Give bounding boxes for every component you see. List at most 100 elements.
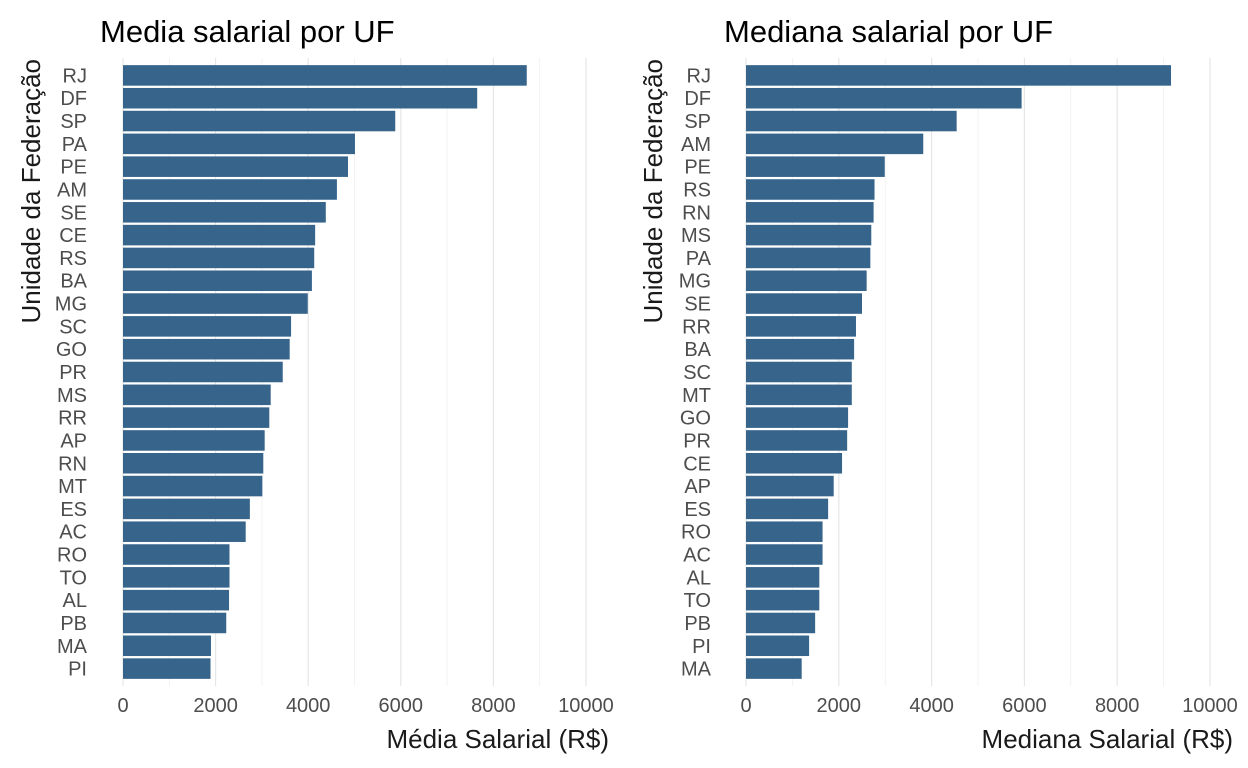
x-tick-label: 6000	[1002, 695, 1047, 717]
bar-pb	[746, 612, 816, 634]
y-tick-label: SE	[684, 294, 711, 316]
bar-mt	[746, 384, 852, 406]
y-tick-label: CE	[59, 225, 87, 247]
bar-pa	[123, 133, 355, 155]
chart-mediana-salarial: 0 2000 4000 6000 8000 10000 RJDFSPAMPERSRNMSPA…	[638, 14, 1238, 754]
y-tick-label: MA	[57, 636, 88, 658]
y-tick-label: CE	[683, 453, 711, 475]
x-tick-label: 0	[740, 695, 751, 717]
bar-rn	[123, 452, 264, 474]
y-tick-label: MS	[57, 385, 87, 407]
x-axis-title: Mediana Salarial (R$)	[982, 724, 1233, 754]
bar-pe	[123, 156, 349, 177]
y-tick-label: SP	[60, 111, 87, 133]
y-tick-label: TO	[684, 590, 711, 612]
y-tick-label: SP	[684, 111, 711, 133]
bar-ap	[123, 430, 265, 451]
y-tick-label: AL	[63, 590, 87, 612]
y-tick-label: BA	[684, 339, 711, 361]
y-tick-label: DF	[60, 88, 87, 110]
chart-title: Mediana salarial por UF	[724, 14, 1053, 49]
bar-mt	[123, 475, 263, 497]
y-tick-label: AM	[681, 134, 711, 156]
bar-ro	[746, 521, 823, 542]
x-tick-label: 8000	[471, 695, 516, 717]
bar-ma	[123, 635, 211, 657]
y-tick-label: RS	[683, 179, 711, 201]
y-tick-label: MS	[681, 225, 711, 247]
bar-go	[123, 338, 290, 360]
y-tick-label: GO	[56, 339, 87, 361]
bar-pb	[123, 612, 227, 634]
y-tick-label: PB	[60, 613, 87, 635]
y-tick-label: GO	[680, 408, 711, 430]
bar-ro	[123, 544, 230, 565]
bar-al	[746, 567, 820, 588]
bar-sp	[746, 110, 957, 132]
x-tick-label: 4000	[286, 695, 331, 717]
y-tick-label: MG	[679, 271, 711, 293]
x-axis-title: Média Salarial (R$)	[386, 724, 609, 754]
bar-ap	[746, 475, 834, 497]
bar-ac	[746, 544, 823, 565]
y-tick-label: AC	[683, 545, 711, 567]
bar-sc	[123, 316, 292, 337]
chart-media-salarial: 0 2000 4000 6000 8000 10000 RJDFSPPAPEAMSECERS…	[16, 14, 614, 754]
y-tick-label: RJ	[63, 65, 87, 87]
bar-df	[123, 87, 478, 109]
x-tick-label: 0	[117, 695, 128, 717]
bar-ce	[746, 452, 843, 474]
y-tick-label: ES	[684, 499, 711, 521]
bar-es	[123, 498, 250, 520]
y-tick-label: SE	[60, 202, 87, 224]
bar-am	[746, 133, 924, 155]
y-tick-label: PB	[684, 613, 711, 635]
x-tick-label: 10000	[558, 695, 614, 717]
y-tick-label: SC	[59, 316, 87, 338]
bar-df	[746, 87, 1022, 109]
bar-se	[123, 202, 326, 223]
y-tick-label: AL	[687, 567, 711, 589]
y-axis-title: Unidade da Federação	[638, 59, 668, 324]
y-tick-label: SC	[683, 362, 711, 384]
y-tick-label: AP	[60, 430, 87, 452]
bar-rr	[123, 407, 270, 428]
bar-mg	[123, 293, 308, 314]
bar-rn	[746, 202, 874, 223]
bar-to	[123, 567, 230, 588]
bar-rj	[746, 65, 1172, 86]
x-tick-label: 4000	[909, 695, 954, 717]
y-tick-label: MT	[682, 385, 711, 407]
bar-al	[123, 589, 230, 611]
bar-mg	[746, 270, 867, 292]
bar-rs	[746, 179, 875, 200]
y-tick-label: MT	[58, 476, 87, 498]
bar-ce	[123, 224, 316, 246]
bar-ac	[123, 521, 246, 542]
y-tick-label: PA	[62, 134, 88, 156]
bar-sc	[746, 361, 852, 383]
bar-pe	[746, 156, 885, 177]
bar-ms	[123, 384, 271, 406]
y-tick-label: ES	[60, 499, 87, 521]
y-tick-label: RR	[682, 316, 711, 338]
y-tick-label: RO	[681, 522, 711, 544]
x-tick-label: 2000	[193, 695, 238, 717]
x-tick-label: 8000	[1095, 695, 1140, 717]
y-tick-label: MA	[681, 659, 712, 681]
y-tick-label: RR	[58, 408, 87, 430]
y-tick-label: RJ	[687, 65, 711, 87]
y-tick-label: AC	[59, 522, 87, 544]
y-tick-label: PI	[68, 659, 87, 681]
y-tick-label: AP	[684, 476, 711, 498]
bar-ba	[123, 270, 312, 292]
bar-pi	[746, 635, 810, 657]
bar-rs	[123, 247, 315, 269]
y-axis-title: Unidade da Federação	[16, 59, 46, 324]
y-tick-label: TO	[60, 567, 87, 589]
bar-sp	[123, 110, 396, 132]
y-tick-label: PA	[686, 248, 712, 270]
bar-ma	[746, 658, 802, 679]
y-tick-label: PI	[692, 636, 711, 658]
